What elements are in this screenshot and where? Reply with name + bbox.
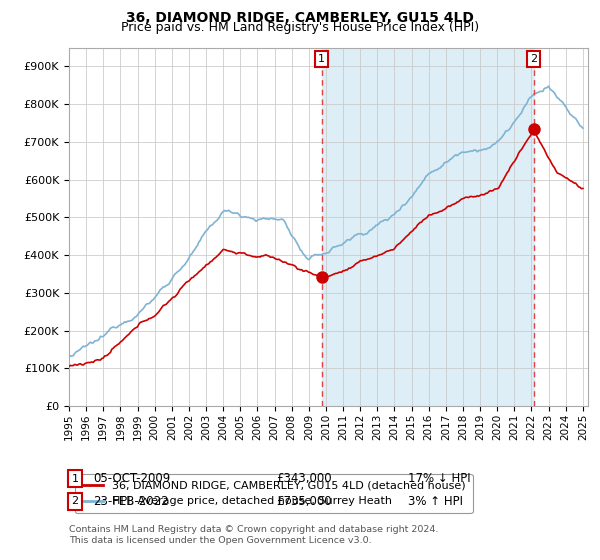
Text: 1: 1 bbox=[71, 474, 79, 484]
Text: £343,000: £343,000 bbox=[276, 472, 332, 486]
Text: 1: 1 bbox=[318, 54, 325, 64]
Text: 2: 2 bbox=[530, 54, 537, 64]
Text: 36, DIAMOND RIDGE, CAMBERLEY, GU15 4LD: 36, DIAMOND RIDGE, CAMBERLEY, GU15 4LD bbox=[126, 11, 474, 25]
Text: 23-FEB-2022: 23-FEB-2022 bbox=[93, 494, 169, 508]
Text: 05-OCT-2009: 05-OCT-2009 bbox=[93, 472, 170, 486]
Text: 2: 2 bbox=[71, 496, 79, 506]
Text: 17% ↓ HPI: 17% ↓ HPI bbox=[408, 472, 470, 486]
Text: 3% ↑ HPI: 3% ↑ HPI bbox=[408, 494, 463, 508]
Text: Contains HM Land Registry data © Crown copyright and database right 2024.
This d: Contains HM Land Registry data © Crown c… bbox=[69, 525, 439, 545]
Bar bbox=[322, 48, 533, 406]
Text: Price paid vs. HM Land Registry's House Price Index (HPI): Price paid vs. HM Land Registry's House … bbox=[121, 21, 479, 34]
Legend: 36, DIAMOND RIDGE, CAMBERLEY, GU15 4LD (detached house), HPI: Average price, det: 36, DIAMOND RIDGE, CAMBERLEY, GU15 4LD (… bbox=[74, 474, 473, 513]
Text: £735,000: £735,000 bbox=[276, 494, 332, 508]
